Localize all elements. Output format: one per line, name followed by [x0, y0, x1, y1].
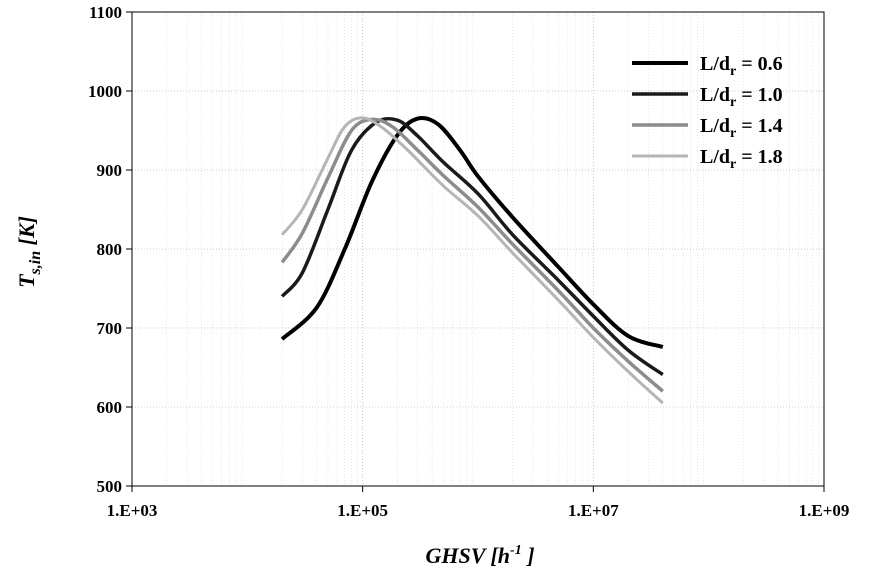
axis-ticks: 500 600 700 800 900 1000 1100 1.E+03 1.E+05 1.E+0…	[88, 3, 849, 520]
y-axis-title: Ts,in [K]	[14, 216, 44, 288]
y-axis-title-main: T	[14, 273, 39, 288]
y-tick-label: 600	[97, 398, 123, 417]
legend: L/dr = 0.6 L/dr = 1.0 L/dr = 1.4 L/dr = 1.8	[632, 53, 783, 172]
x-tick-label: 1.E+03	[107, 501, 158, 520]
y-axis-title-unit: [K]	[14, 216, 39, 251]
legend-label: L/dr = 0.6	[700, 53, 783, 79]
x-tick-label: 1.E+05	[337, 501, 388, 520]
y-tick-label: 1000	[88, 82, 122, 101]
x-tick-label: 1.E+07	[568, 501, 619, 520]
series-lines	[280, 115, 664, 405]
y-tick-label: 900	[97, 161, 123, 180]
legend-label: L/dr = 1.0	[700, 84, 783, 110]
x-tick-label: 1.E+09	[799, 501, 850, 520]
y-tick-label: 700	[97, 319, 123, 338]
y-tick-label: 1100	[89, 3, 122, 22]
x-axis-title-end: ]	[522, 543, 535, 568]
x-axis-title-sup: -1	[510, 543, 522, 558]
series-line-3	[280, 117, 664, 393]
x-axis-title: GHSV [h-1 ]	[425, 543, 534, 568]
legend-label: L/dr = 1.4	[700, 115, 783, 141]
series-line-1	[280, 115, 664, 349]
y-tick-label: 800	[97, 240, 123, 259]
y-axis-title-sub: s,in	[27, 251, 44, 276]
series-line-4	[280, 116, 664, 405]
series-line-2	[280, 116, 664, 377]
x-axis-title-main: GHSV [h	[425, 543, 510, 568]
y-tick-label: 500	[97, 477, 123, 496]
legend-label: L/dr = 1.8	[700, 146, 783, 172]
